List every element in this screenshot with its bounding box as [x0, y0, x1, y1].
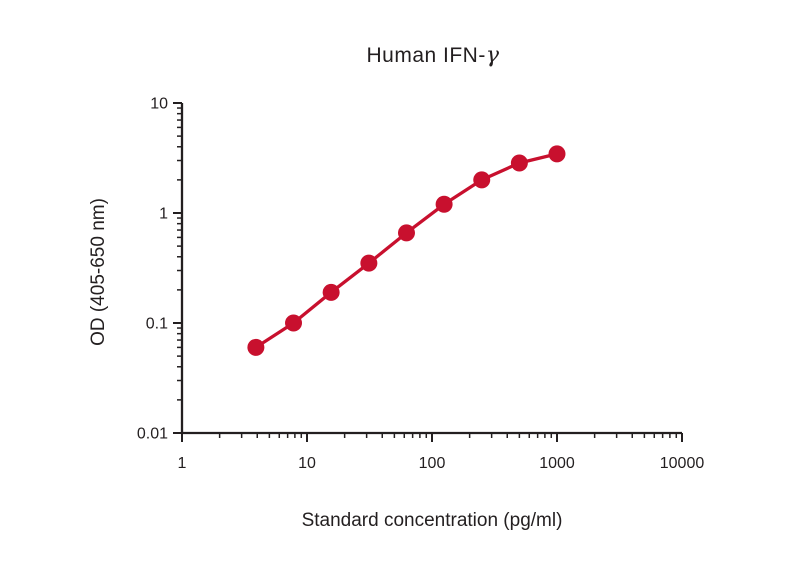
chart-title-text: Human IFN- — [366, 44, 485, 67]
x-axis-label: Standard concentration (pg/ml) — [302, 510, 563, 531]
x-tick-label: 1000 — [539, 455, 575, 472]
data-series — [247, 145, 566, 356]
x-tick-label: 1 — [178, 455, 187, 472]
data-point — [360, 254, 378, 272]
data-point — [285, 314, 303, 332]
data-point — [473, 171, 491, 189]
gamma-symbol: γ — [486, 43, 500, 68]
y-tick-label: 1 — [159, 206, 168, 223]
x-tick-label: 100 — [419, 455, 446, 472]
y-tick-label: 0.01 — [137, 426, 168, 443]
data-point — [510, 154, 528, 172]
x-tick-label: 10000 — [660, 455, 705, 472]
y-tick-label: 10 — [150, 96, 168, 113]
y-axis-label: OD (405-650 nm) — [88, 198, 109, 346]
series-line — [254, 152, 559, 350]
data-point — [322, 283, 340, 301]
data-point — [435, 195, 453, 213]
data-point — [247, 338, 265, 356]
data-point — [397, 224, 415, 242]
axes: 1 10 100 1000 10000 0.01 0.1 1 10 — [137, 96, 704, 473]
x-tick-label: 10 — [298, 455, 316, 472]
y-tick-label: 0.1 — [146, 316, 168, 333]
data-point — [548, 145, 566, 163]
axis-spine — [180, 103, 682, 435]
chart-title: Human IFN-γ — [366, 43, 499, 68]
